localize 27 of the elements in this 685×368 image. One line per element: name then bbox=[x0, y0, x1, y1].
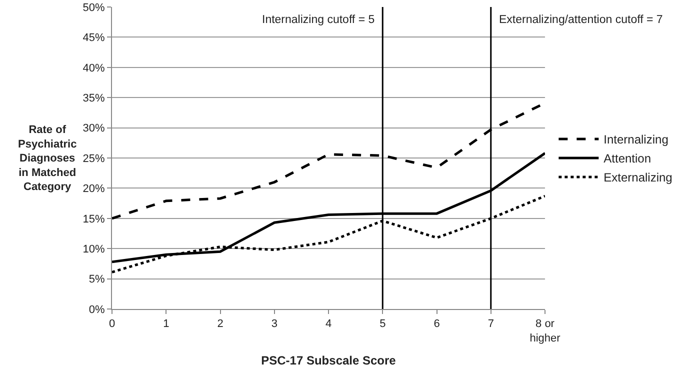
x-tick-label: 5 bbox=[380, 318, 386, 330]
x-tick-label: 3 bbox=[271, 318, 278, 330]
x-tick-label: 0 bbox=[108, 318, 116, 330]
y-tick-label: 40% bbox=[82, 62, 106, 74]
x-tick-label: 7 bbox=[488, 318, 494, 330]
y-tick-label: 50% bbox=[82, 2, 106, 14]
y-tick-label: 5% bbox=[88, 274, 106, 286]
y-tick-label: 15% bbox=[82, 213, 106, 226]
y-tick-label: 25% bbox=[82, 152, 106, 165]
x-tick-label: 8 or higher bbox=[530, 318, 561, 344]
x-tick-label: 6 bbox=[434, 318, 440, 330]
legend-label: Attention bbox=[604, 152, 652, 166]
y-tick-label: 0% bbox=[88, 304, 106, 316]
ref-line-label: Externalizing/attention cutoff = 7 bbox=[499, 14, 663, 26]
y-tick-label: 35% bbox=[82, 92, 106, 104]
x-tick-label: 2 bbox=[217, 318, 224, 330]
y-tick-label: 10% bbox=[82, 243, 106, 256]
y-tick-label: 45% bbox=[82, 32, 106, 44]
legend-label: Externalizing bbox=[604, 170, 672, 185]
x-tick-label: 4 bbox=[325, 318, 332, 330]
legend-label: Internalizing bbox=[604, 132, 668, 147]
y-tick-label: 20% bbox=[82, 183, 106, 196]
x-axis-title: PSC-17 Subscale Score bbox=[261, 353, 396, 368]
x-tick-label: 1 bbox=[163, 318, 170, 330]
y-tick-label: 30% bbox=[82, 122, 106, 135]
y-axis-title: Rate of Psychiatric Diagnoses in Matched Category bbox=[18, 124, 77, 194]
ref-line-label: Internalizing cutoff = 5 bbox=[262, 14, 375, 26]
